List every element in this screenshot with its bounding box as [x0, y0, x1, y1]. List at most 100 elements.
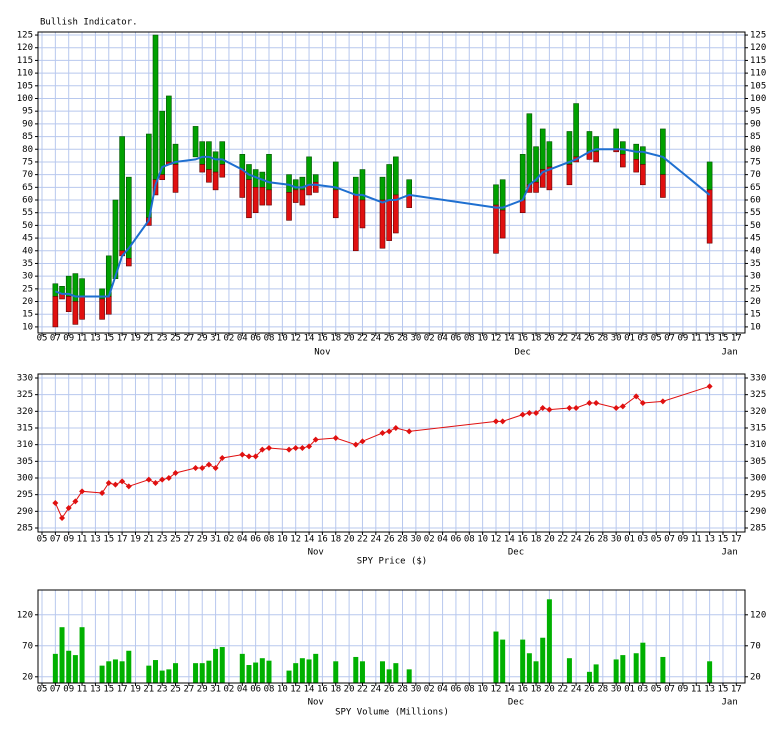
y-tick-label-right: 115	[750, 56, 766, 66]
volume-bar	[593, 664, 599, 683]
bar-up	[539, 128, 546, 170]
bar-down	[499, 209, 506, 239]
volume-bar	[306, 659, 312, 683]
y-tick-label-right: 70	[750, 641, 761, 651]
x-tick-label: 07	[50, 334, 61, 344]
bar-down	[493, 204, 499, 254]
x-tick-label: 05	[37, 535, 48, 545]
y-tick-label: 285	[17, 524, 33, 534]
x-tick-label: 26	[584, 685, 595, 695]
bar-up	[546, 141, 553, 168]
price-marker	[159, 476, 166, 483]
x-tick-label: 28	[397, 334, 408, 344]
y-tick-label-right: 300	[750, 474, 766, 484]
x-tick-label: 11	[691, 685, 702, 695]
bar-up	[212, 151, 219, 173]
x-tick-label: 17	[117, 535, 128, 545]
bar-down	[212, 171, 219, 191]
x-tick-label: 21	[143, 685, 154, 695]
y-tick-label-right: 85	[750, 132, 761, 142]
y-tick-label: 120	[17, 43, 33, 53]
x-tick-label: 14	[504, 334, 515, 344]
x-tick-label: 16	[517, 685, 528, 695]
price-marker	[593, 400, 600, 406]
x-tick-label: 02	[424, 535, 435, 545]
x-tick-label: 24	[370, 334, 381, 344]
volume-bar	[386, 669, 392, 683]
volume-bar	[613, 659, 619, 683]
volume-bar	[199, 663, 205, 683]
x-tick-label: 24	[571, 334, 582, 344]
x-tick-label: 03	[637, 334, 648, 344]
price-marker	[299, 445, 306, 451]
price-marker	[519, 411, 526, 418]
x-tick-label: 03	[637, 535, 648, 545]
price-marker	[526, 410, 533, 416]
bar-down	[52, 296, 59, 328]
bar-down	[620, 154, 626, 168]
x-tick-label: 29	[197, 334, 208, 344]
x-tick-label: 02	[224, 685, 235, 695]
x-tick-label: 30	[410, 334, 421, 344]
x-tick-label: 28	[397, 685, 408, 695]
bar-down	[352, 194, 359, 252]
price-marker	[145, 476, 152, 483]
bar-down	[706, 189, 713, 244]
y-tick-label: 80	[22, 145, 33, 155]
y-tick-label-right: 120	[750, 610, 766, 620]
price-marker	[352, 441, 359, 448]
volume-bar	[246, 665, 252, 683]
price-marker	[125, 483, 132, 490]
x-tick-label: 12	[491, 535, 502, 545]
x-tick-label: 18	[330, 334, 341, 344]
bar-down	[546, 166, 553, 191]
x-tick-label: 06	[250, 334, 261, 344]
price-marker	[633, 393, 640, 400]
x-tick-label: 16	[517, 535, 528, 545]
bar-down	[79, 296, 85, 320]
y-tick-label: 95	[22, 107, 33, 117]
x-tick-label: 12	[491, 685, 502, 695]
price-marker	[332, 435, 339, 441]
bar-down	[252, 187, 259, 214]
bar-up	[119, 136, 125, 252]
x-tick-label: 28	[597, 334, 608, 344]
y-tick-label: 110	[17, 69, 33, 79]
bar-up	[312, 174, 319, 183]
x-tick-label: 17	[731, 535, 742, 545]
y-tick-label-right: 325	[750, 390, 766, 400]
volume-bar	[259, 658, 265, 683]
y-tick-label: 50	[22, 221, 33, 231]
x-tick-label: 11	[77, 334, 88, 344]
volume-bar	[119, 661, 125, 683]
bar-down	[206, 169, 212, 183]
bar-down	[246, 179, 252, 219]
x-tick-label: 02	[224, 334, 235, 344]
bar-down	[660, 174, 666, 198]
volume-bar	[493, 631, 499, 683]
y-tick-label-right: 310	[750, 440, 766, 450]
bar-down	[359, 199, 366, 229]
x-tick-label: 18	[330, 685, 341, 695]
x-tick-label: 14	[304, 334, 315, 344]
bar-down	[566, 164, 573, 186]
bar-down	[219, 164, 226, 178]
x-tick-label: 25	[170, 535, 181, 545]
x-tick-label: 30	[611, 334, 622, 344]
volume-bar	[313, 653, 319, 683]
y-tick-label-right: 45	[750, 234, 761, 244]
volume-bar	[586, 671, 592, 683]
x-tick-label: 27	[183, 685, 194, 695]
price-marker	[245, 453, 252, 460]
volume-bar	[333, 661, 339, 683]
x-tick-label: 20	[544, 535, 555, 545]
x-tick-label: 15	[103, 334, 114, 344]
volume-bar	[379, 661, 385, 683]
x-tick-label: 06	[250, 685, 261, 695]
price-marker	[192, 465, 199, 471]
volume-bar	[500, 639, 506, 683]
price-marker	[99, 490, 106, 496]
y-tick-label: 325	[17, 390, 33, 400]
y-tick-label: 295	[17, 490, 33, 500]
x-tick-label: 07	[664, 685, 675, 695]
